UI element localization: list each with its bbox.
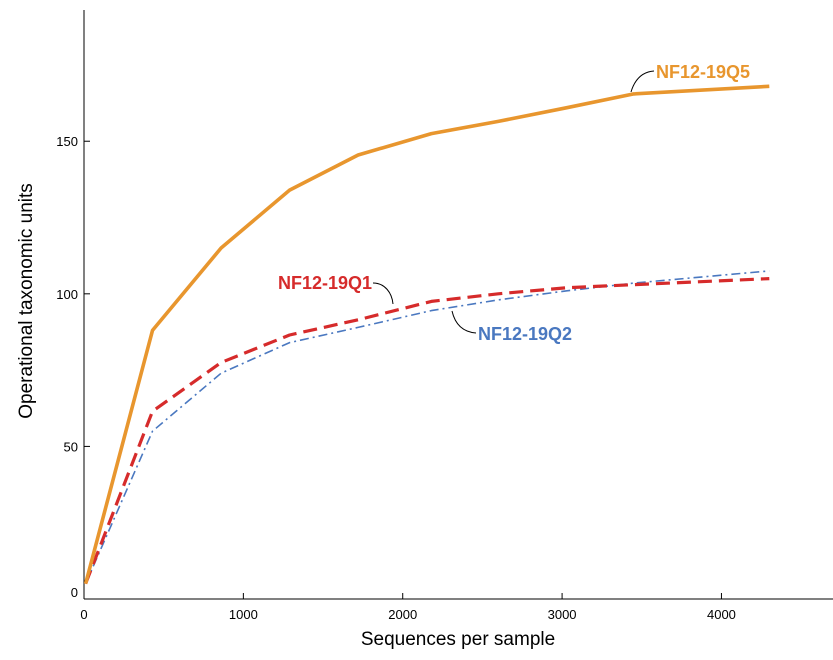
series-label-q2: NF12-19Q2 [478, 324, 572, 344]
series-label-q1: NF12-19Q1 [278, 273, 372, 293]
y-tick-label: 50 [64, 439, 78, 454]
y-axis-label: Operational taxonomic units [16, 183, 37, 419]
axes [83, 10, 833, 600]
x-tick-label: 2000 [388, 607, 417, 622]
x-tick-label: 0 [80, 607, 87, 622]
label-leaders [372, 70, 655, 334]
x-axis-label: Sequences per sample [361, 629, 555, 650]
series-line-nf12-19q1 [84, 277, 770, 585]
series-line-nf12-19q2 [84, 270, 770, 585]
y-tick-label: 0 [71, 585, 78, 600]
x-tick-label: 4000 [707, 607, 736, 622]
series-label-q5: NF12-19Q5 [656, 62, 750, 82]
leader-q5 [630, 70, 655, 93]
leader-q1 [372, 282, 394, 305]
x-tick-label: 1000 [229, 607, 258, 622]
ticks: 0 1000 2000 3000 4000 0 50 100 150 [56, 134, 736, 622]
series-lines [83, 84, 770, 585]
y-tick-label: 100 [56, 287, 78, 302]
x-tick-label: 3000 [548, 607, 577, 622]
y-tick-label: 150 [56, 134, 78, 149]
leader-q2 [451, 310, 477, 334]
series-line-nf12-19q5 [83, 84, 770, 585]
